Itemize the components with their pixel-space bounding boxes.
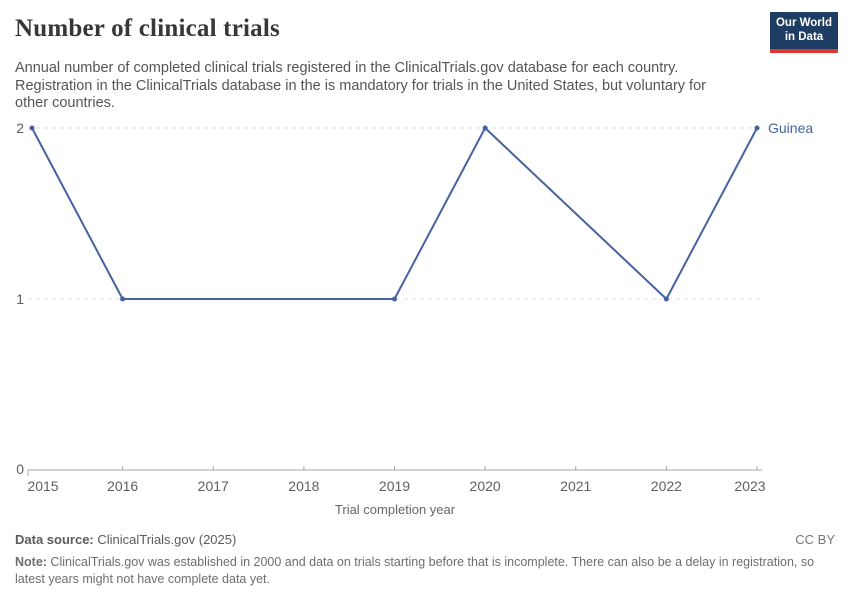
x-tick-label: 2022 [651,478,682,494]
chart-footer: Data source: ClinicalTrials.gov (2025) C… [15,532,835,587]
subtitle-line: Registration in the ClinicalTrials datab… [15,77,706,94]
subtitle-line: Annual number of completed clinical tria… [15,60,679,76]
owid-logo-line2: in Data [784,30,824,43]
owid-logo: Our World in Data [770,12,838,53]
x-tick-label: 2017 [198,478,229,494]
data-point-marker [392,296,397,302]
x-tick-label: 2016 [107,478,138,494]
data-point-marker [663,296,669,302]
page-title: Number of clinical trials [15,15,280,42]
y-tick-label: 1 [16,291,24,307]
license-badge: CC BY [795,532,835,547]
subtitle-line: other countries. [15,95,115,111]
x-tick-label: 2018 [288,478,319,494]
owid-logo-line1: Our World [775,17,832,29]
series-end-label: Guinea [768,120,813,136]
line-chart: 2015 2016 2017 2018 2019 2020 2021 2022 2023 0 1 2 T… [16,120,813,517]
y-tick-label: 2 [16,120,24,136]
x-tick-label: 2019 [379,478,410,494]
series-line [31,127,758,300]
footnote-value: ClinicalTrials.gov was established in 20… [15,555,815,586]
y-tick-label: 0 [16,461,24,477]
data-point-marker [120,296,126,302]
data-point-marker [29,125,35,131]
x-tick-label: 2023 [734,478,765,494]
chart-subtitle: Annual number of completed clinical tria… [15,60,775,113]
data-point-marker [482,125,488,131]
x-tick-label: 2021 [560,478,591,494]
data-source-label: Data source: [15,532,94,547]
data-source-value: ClinicalTrials.gov (2025) [93,532,237,547]
x-tick-label: 2015 [27,478,58,494]
x-tick-label: 2020 [470,478,501,494]
data-point-marker [754,125,760,131]
source-row: Data source: ClinicalTrials.gov (2025) C… [15,532,835,550]
footnote-label: Note: [15,555,47,569]
x-axis-title: Trial completion year [335,502,456,517]
footnote: Note: ClinicalTrials.gov was established… [15,554,833,587]
data-source: Data source: ClinicalTrials.gov (2025) [15,532,236,547]
